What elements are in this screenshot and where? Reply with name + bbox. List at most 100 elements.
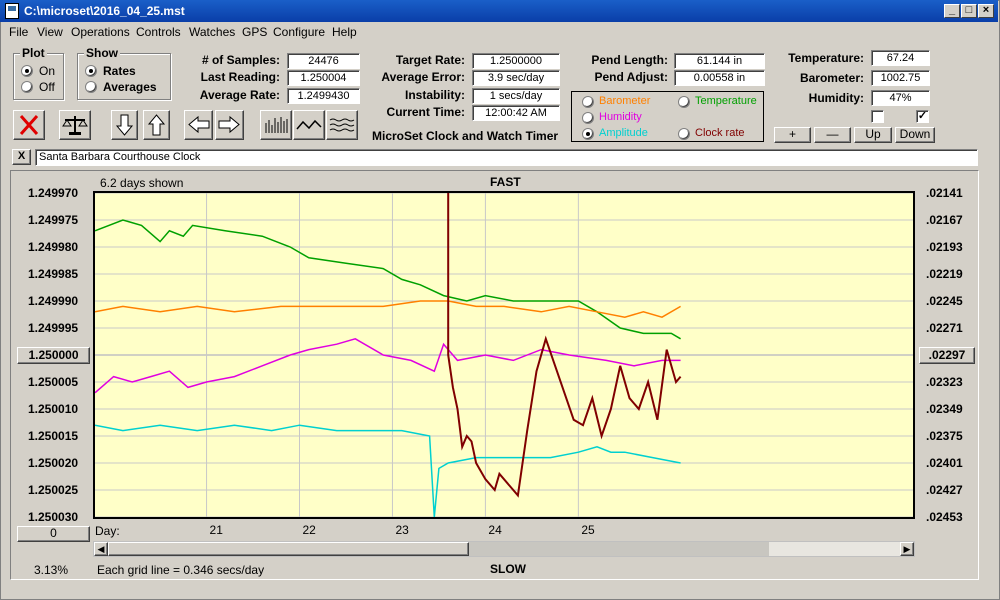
zoom-percent: 3.13% xyxy=(34,563,69,577)
amplitude-option[interactable]: Amplitude xyxy=(599,127,648,139)
left-axis-tick: 1.249995 xyxy=(28,321,79,335)
series-line-4 xyxy=(447,193,682,498)
chart-svg xyxy=(95,193,913,517)
arrow-down-button[interactable] xyxy=(111,110,138,140)
wave-button[interactable] xyxy=(293,110,325,140)
series-line-0 xyxy=(95,219,681,340)
menu-watches[interactable]: Watches xyxy=(189,25,236,39)
right-axis-tick: .02271 xyxy=(926,321,963,335)
left-axis-center-button[interactable]: 1.250000 xyxy=(17,347,90,364)
slow-label: SLOW xyxy=(490,562,526,576)
window-title: C:\microset\2016_04_25.mst xyxy=(24,4,185,18)
left-axis-tick: 1.250020 xyxy=(28,456,79,470)
samples-value: 24476 xyxy=(287,53,360,69)
right-axis-tick: .02193 xyxy=(926,240,963,254)
temperature-radio[interactable] xyxy=(678,96,690,108)
env-checkbox-1[interactable] xyxy=(871,110,884,123)
reset-zero-button[interactable]: 0 xyxy=(17,526,90,542)
x-tick-label: 21 xyxy=(209,523,223,537)
left-axis-tick: 1.250005 xyxy=(28,375,79,389)
ripple-button[interactable] xyxy=(326,110,358,140)
instability-label: Instability: xyxy=(404,88,465,102)
menu-view[interactable]: View xyxy=(37,25,63,39)
barometer-radio[interactable] xyxy=(582,96,594,108)
right-axis-tick: .02453 xyxy=(926,510,963,524)
right-axis-tick: .02245 xyxy=(926,294,963,308)
up-button[interactable]: Up xyxy=(854,127,892,143)
plot-off-radio[interactable] xyxy=(21,81,33,93)
temperature-option[interactable]: Temperature xyxy=(695,95,757,107)
scroll-right-button[interactable]: ▶ xyxy=(900,542,914,556)
last-reading-value: 1.250004 xyxy=(287,70,360,86)
arrow-right-button[interactable] xyxy=(215,110,244,140)
menu-help[interactable]: Help xyxy=(332,25,357,39)
menu-file[interactable]: File xyxy=(9,25,29,39)
env-checkbox-2[interactable]: ✓ xyxy=(916,110,929,123)
arrow-up-icon xyxy=(147,114,166,136)
scroll-track-shade xyxy=(469,542,769,556)
menu-operations[interactable]: Operations xyxy=(71,25,130,39)
close-button[interactable]: × xyxy=(978,4,994,18)
clear-clock-button[interactable]: X xyxy=(12,149,31,165)
bars-button[interactable] xyxy=(260,110,292,140)
x-tick-label: 22 xyxy=(302,523,316,537)
average-rate-label: Average Rate: xyxy=(199,88,280,102)
instability-value: 1 secs/day xyxy=(472,88,560,104)
plot-area xyxy=(93,191,915,519)
amplitude-radio[interactable] xyxy=(582,128,594,140)
down-button[interactable]: Down xyxy=(895,127,935,143)
series-line-3 xyxy=(95,424,681,517)
humidity-radio[interactable] xyxy=(582,112,594,124)
day-prefix-label: Day: xyxy=(95,524,120,538)
menu-bar: File View Operations Controls Watches GP… xyxy=(0,22,998,42)
left-axis-tick: 1.250010 xyxy=(28,402,79,416)
fast-label: FAST xyxy=(490,175,521,189)
menu-configure[interactable]: Configure xyxy=(273,25,326,39)
average-rate-value: 1.2499430 xyxy=(287,88,360,104)
menu-controls[interactable]: Controls xyxy=(136,25,181,39)
temperature-value: 67.24 xyxy=(871,50,930,66)
arrow-left-button[interactable] xyxy=(184,110,213,140)
plot-on-radio[interactable] xyxy=(21,65,33,77)
barometer-label: Barometer: xyxy=(799,71,864,85)
right-axis-tick: .02323 xyxy=(926,375,963,389)
pend-length-label: Pend Length: xyxy=(591,53,668,67)
show-averages-label: Averages xyxy=(103,80,157,94)
minimize-button[interactable]: _ xyxy=(944,4,960,18)
arrow-left-icon xyxy=(188,115,210,134)
plot-off-label: Off xyxy=(39,80,55,94)
scroll-thumb[interactable] xyxy=(108,542,469,556)
left-axis-tick: 1.249990 xyxy=(28,294,79,308)
barometer-option[interactable]: Barometer xyxy=(599,95,651,107)
show-averages-radio[interactable] xyxy=(85,81,97,93)
bars-icon xyxy=(265,117,288,133)
show-rates-radio[interactable] xyxy=(85,65,97,77)
humidity-label: Humidity: xyxy=(808,91,864,105)
maximize-button[interactable]: □ xyxy=(961,4,977,18)
humidity-option[interactable]: Humidity xyxy=(599,111,642,123)
decrease-button[interactable]: — xyxy=(814,127,851,143)
increase-button[interactable]: + xyxy=(774,127,811,143)
menu-gps[interactable]: GPS xyxy=(242,25,268,39)
samples-label: # of Samples: xyxy=(201,53,280,67)
clock-rate-option[interactable]: Clock rate xyxy=(695,127,745,139)
left-axis-tick: 1.249985 xyxy=(28,267,79,281)
target-rate-label: Target Rate: xyxy=(395,53,465,67)
stop-button[interactable] xyxy=(13,110,45,140)
series-selector xyxy=(571,91,764,142)
right-axis-tick: .02349 xyxy=(926,402,963,416)
clock-name-field[interactable]: Santa Barbara Courthouse Clock xyxy=(35,149,978,166)
clock-rate-radio[interactable] xyxy=(678,128,690,140)
scroll-left-button[interactable]: ◀ xyxy=(94,542,108,556)
right-axis-tick: .02427 xyxy=(926,483,963,497)
balance-button[interactable] xyxy=(59,110,91,140)
right-axis-center-button[interactable]: .02297 xyxy=(919,347,975,364)
temperature-label: Temperature: xyxy=(788,51,864,65)
arrow-up-button[interactable] xyxy=(143,110,170,140)
chart-scrollbar[interactable]: ◀ ▶ xyxy=(93,541,915,557)
pend-adjust-value: 0.00558 in xyxy=(674,70,765,86)
app-caption: MicroSet Clock and Watch Timer xyxy=(372,129,559,143)
left-axis-tick: 1.249975 xyxy=(28,213,79,227)
days-shown-label: 6.2 days shown xyxy=(100,176,184,190)
arrow-down-icon xyxy=(115,114,134,136)
